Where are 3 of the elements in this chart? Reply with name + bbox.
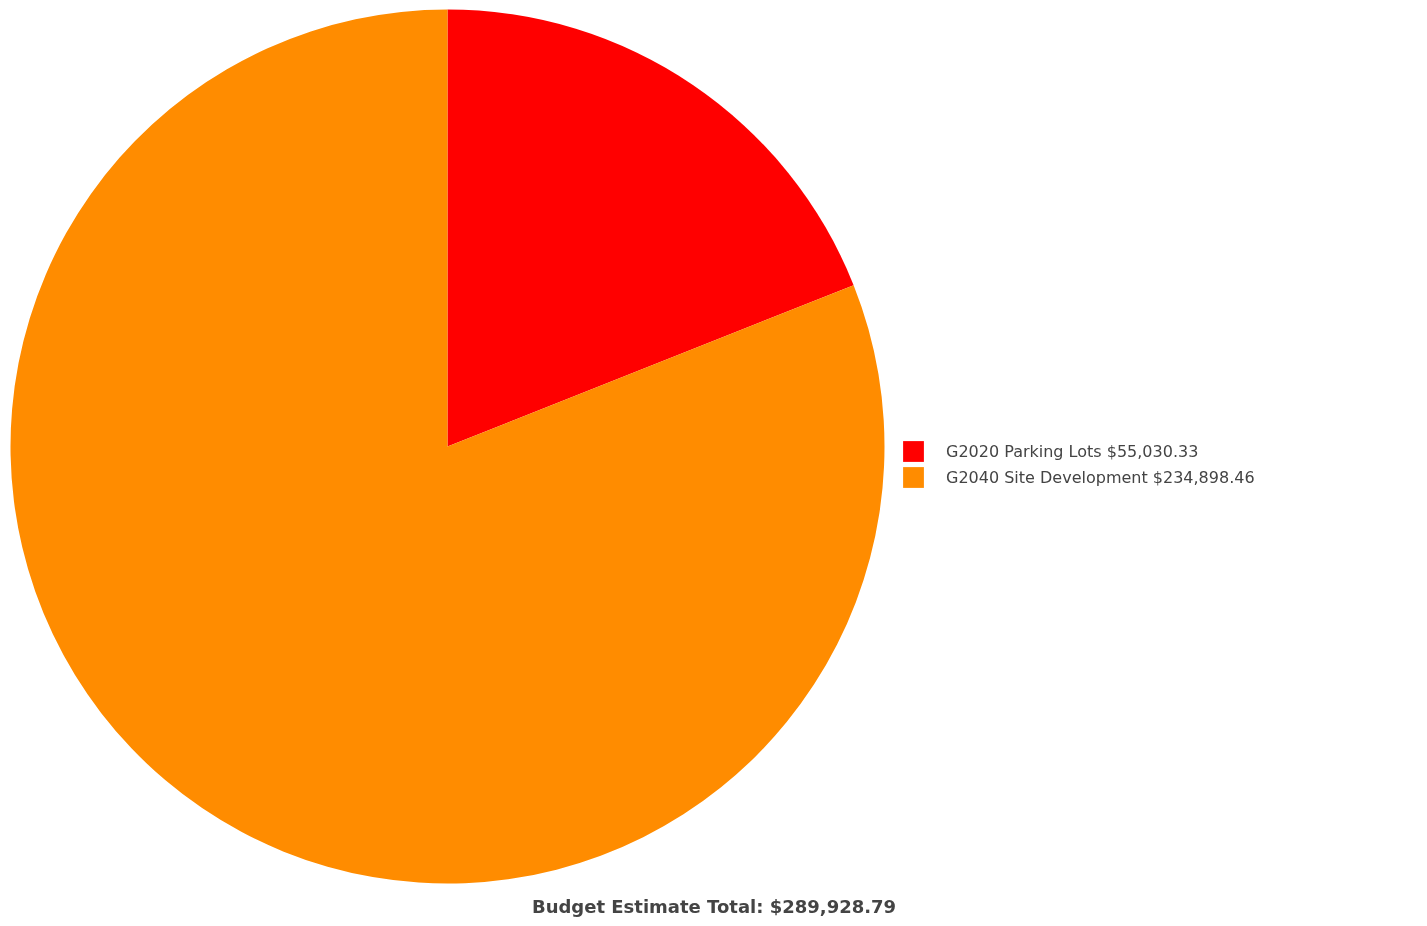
legend-label: G2040 Site Development $234,898.46 bbox=[946, 467, 1255, 487]
text: Budget Estimate Total: $289,928.79 bbox=[531, 895, 897, 917]
legend-label: G2020 Parking Lots $55,030.33 bbox=[946, 441, 1199, 461]
